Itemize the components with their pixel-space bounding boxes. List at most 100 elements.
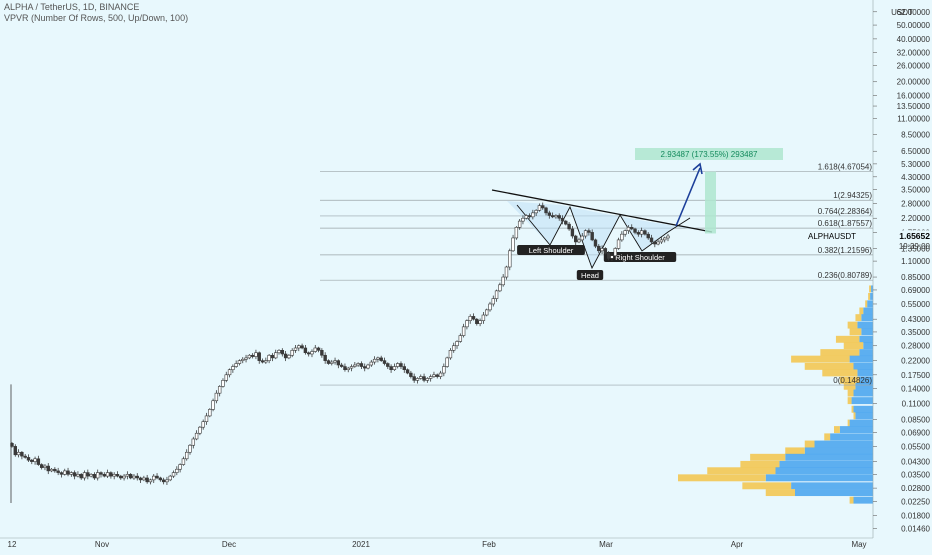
volume-bar-down [678, 474, 766, 482]
candle-body [514, 227, 519, 239]
y-tick-label: 1.35000 [901, 244, 930, 253]
volume-bar-down [765, 489, 795, 497]
price-axis-bg [873, 0, 932, 538]
candle-body [517, 220, 522, 228]
volume-bar-down [740, 460, 780, 468]
left-shoulder-label-bg [517, 245, 585, 255]
volume-bar-down [835, 335, 860, 343]
volume-bar-up [795, 489, 873, 497]
candle-body [633, 228, 637, 233]
volume-bar-down [847, 419, 850, 427]
candle-body [458, 335, 463, 342]
candle-body [79, 474, 83, 479]
candle-body [313, 347, 317, 352]
candle-body [613, 248, 617, 257]
candle-body [606, 252, 611, 259]
y-tick-label: 0.04300 [901, 458, 930, 467]
candle-body [349, 366, 354, 369]
volume-bar-up [870, 292, 873, 300]
candle-body [626, 227, 631, 231]
candle-body [72, 472, 77, 477]
candle-body [379, 357, 383, 361]
candle-body [26, 457, 31, 461]
candle-body [89, 474, 93, 477]
candle-body [43, 465, 47, 468]
volume-bar-up [861, 328, 873, 336]
candle-body [105, 472, 110, 477]
volume-bar-up [871, 285, 873, 293]
y-tick-label: 0.01460 [901, 524, 930, 533]
y-tick-label: 26.00000 [897, 62, 931, 71]
candle-body [422, 376, 426, 381]
y-tick-label: 0.11000 [902, 400, 931, 409]
y-tick-label: 20.00000 [897, 78, 931, 87]
candle-body [92, 474, 97, 479]
y-tick-label: 13.50000 [897, 102, 931, 111]
volume-bar-up [804, 447, 873, 455]
candles [10, 202, 670, 504]
candle-body [557, 215, 561, 219]
chart-symbol-title: ALPHA / TetherUS, 1D, BINANCE [4, 2, 140, 12]
volume-bar-down [843, 342, 864, 350]
candle-body [99, 472, 103, 475]
volume-bar-up [839, 426, 873, 434]
x-tick-label: May [851, 540, 866, 549]
candle-body [468, 316, 472, 321]
candle-body [194, 432, 199, 440]
candle-body [494, 290, 499, 299]
candle-body [580, 235, 584, 241]
axis-unit: USDT [891, 8, 913, 17]
time-axis-bg [0, 538, 932, 550]
candle-body [241, 358, 245, 361]
candle-body [445, 357, 449, 367]
volume-bar-up [857, 321, 873, 329]
candle-body [217, 386, 222, 394]
x-tick-label: Mar [599, 540, 613, 549]
volume-bar-down [804, 440, 815, 448]
y-tick-label: 0.05500 [901, 442, 930, 451]
x-tick-label: Nov [95, 540, 109, 549]
candle-body [659, 239, 664, 243]
candle-body [171, 472, 176, 477]
candle-body [590, 232, 594, 241]
candle-body [280, 350, 285, 355]
candle-body [181, 458, 186, 465]
volume-bar-down [847, 321, 858, 329]
candle-body [56, 470, 60, 473]
x-tick-label: 12 [8, 540, 17, 549]
volume-bar-down [834, 426, 840, 434]
y-tick-label: 0.43000 [901, 315, 930, 324]
candle-body [165, 479, 169, 483]
candle-body [132, 475, 136, 479]
candle-body [224, 374, 228, 381]
volume-bar-down [849, 496, 854, 504]
candle-body [405, 369, 410, 374]
candle-body [531, 212, 535, 218]
candle-body [49, 468, 54, 472]
y-tick-label: 0.85000 [901, 273, 930, 282]
volume-bar-down [859, 307, 864, 315]
target-label-bg [635, 148, 783, 160]
candle-body [461, 326, 466, 336]
target-label: 2.93487 (173.55%) 293487 [661, 150, 759, 159]
candle-body [409, 372, 413, 377]
candle-body [527, 215, 532, 218]
time-axis[interactable]: 12 Nov Dec 2021 Feb Mar Apr May [0, 537, 932, 550]
candle-body [339, 364, 344, 367]
candle-body [616, 239, 621, 249]
x-tick-label: Apr [731, 540, 744, 549]
fib-label: 1(2.94325) [833, 191, 872, 200]
y-tick-label: 62.00000 [897, 8, 931, 17]
y-tick-label: 3.50000 [901, 186, 930, 195]
candle-body [524, 215, 528, 219]
candle-body [656, 241, 660, 245]
candle-body [270, 354, 275, 359]
volume-bar-up [859, 335, 873, 343]
candle-body [254, 352, 258, 357]
candle-body [16, 451, 21, 456]
volume-bar-up [853, 389, 873, 397]
candle-body [623, 230, 627, 235]
